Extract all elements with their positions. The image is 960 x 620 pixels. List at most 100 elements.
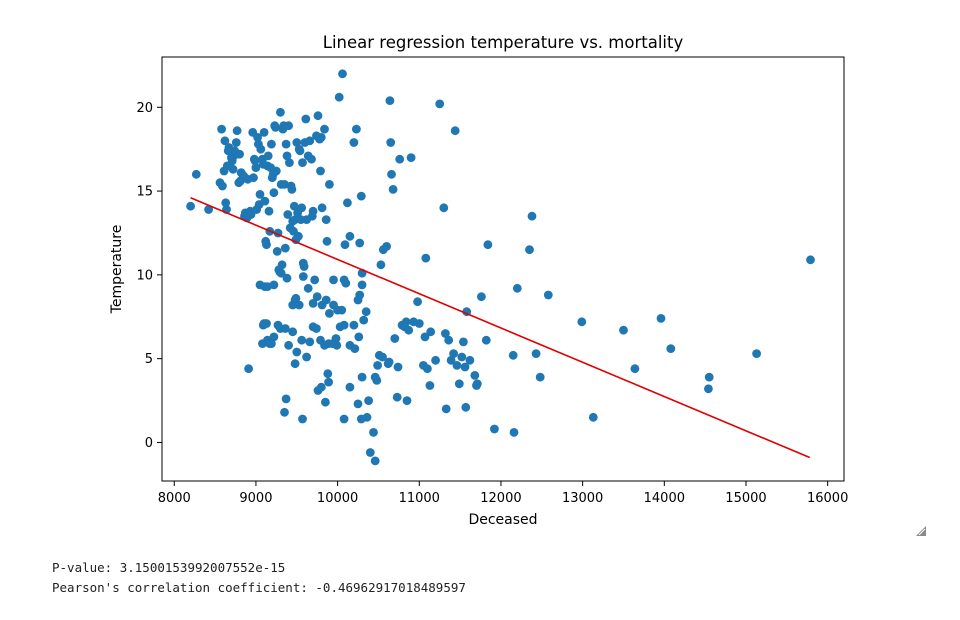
- data-point-215: [401, 317, 411, 327]
- data-point-48: [260, 196, 270, 206]
- data-point-152: [359, 315, 369, 325]
- y-tick-label: 15: [136, 185, 153, 200]
- data-point-141: [312, 292, 322, 302]
- data-point-52: [263, 151, 273, 161]
- data-point-159: [284, 340, 293, 350]
- x-tick-label: 10000: [317, 491, 358, 506]
- data-point-115: [325, 180, 334, 189]
- data-point-242: [477, 292, 486, 302]
- data-point-278: [384, 357, 394, 367]
- data-point-272: [461, 402, 471, 412]
- data-point-109: [316, 166, 325, 176]
- data-point-161: [292, 347, 302, 357]
- data-point-206: [385, 96, 395, 105]
- data-point-257: [630, 364, 640, 374]
- data-point-175: [350, 344, 360, 353]
- data-point-151: [357, 280, 367, 290]
- regression-line: [190, 197, 811, 459]
- data-point-76: [283, 210, 293, 219]
- data-point-263: [806, 255, 815, 265]
- data-point-212: [395, 154, 405, 164]
- data-point-112: [320, 124, 329, 134]
- data-point-2: [204, 205, 214, 214]
- data-point-63: [272, 247, 282, 256]
- data-point-240: [470, 371, 480, 380]
- data-point-125: [355, 238, 365, 248]
- x-tick-label: 13000: [562, 491, 603, 506]
- axes-frame: [161, 56, 845, 482]
- data-point-230: [446, 355, 456, 365]
- data-point-137: [294, 300, 304, 310]
- data-point-114: [322, 236, 332, 246]
- data-point-261: [704, 372, 714, 382]
- data-point-245: [490, 424, 499, 434]
- data-point-197: [365, 448, 375, 457]
- data-point-84: [289, 201, 299, 211]
- data-point-221: [420, 332, 430, 342]
- data-point-189: [323, 369, 333, 379]
- data-point-185: [298, 414, 307, 424]
- x-tick-label: 14000: [644, 491, 685, 506]
- data-point-203: [378, 352, 387, 362]
- regression-layer: [190, 197, 811, 459]
- data-point-187: [316, 382, 326, 392]
- resize-handle-icon[interactable]: [916, 526, 926, 536]
- data-point-160: [288, 327, 298, 337]
- data-point-77: [284, 121, 293, 131]
- data-point-69: [277, 260, 287, 270]
- data-point-62: [271, 166, 281, 176]
- scatter-plot: 8000 9000 10000 11000 12000 13000 14000 15000 16…: [109, 33, 848, 528]
- data-point-192: [345, 382, 355, 392]
- data-point-239: [465, 355, 475, 365]
- data-point-113: [321, 215, 331, 225]
- data-point-43: [255, 190, 265, 199]
- data-point-143: [321, 295, 331, 305]
- y-tick-label: 20: [136, 101, 153, 116]
- x-tick-label: 16000: [807, 491, 848, 506]
- data-point-162: [297, 335, 307, 345]
- data-point-237: [460, 362, 470, 372]
- data-point-140: [308, 299, 318, 308]
- data-point-207: [386, 138, 396, 147]
- data-point-111: [317, 203, 327, 213]
- data-point-216: [404, 325, 414, 335]
- data-point-67: [276, 107, 285, 117]
- data-point-183: [262, 319, 271, 328]
- data-point-262: [752, 349, 761, 358]
- data-point-122: [345, 231, 355, 241]
- data-point-229: [444, 335, 454, 345]
- x-tick-label: 8000: [158, 491, 191, 506]
- data-point-40: [253, 133, 262, 142]
- data-point-116: [329, 275, 338, 285]
- data-point-166: [312, 324, 321, 333]
- p-value-text: P-value: 3.1500153992007552e-15: [52, 560, 286, 575]
- y-tick-label: 5: [145, 352, 153, 367]
- chart-title: Linear regression temperature vs. mortal…: [323, 33, 684, 52]
- data-point-235: [457, 352, 467, 362]
- data-point-250: [527, 211, 537, 221]
- data-point-123: [349, 138, 359, 147]
- data-point-258: [656, 314, 666, 323]
- data-point-256: [619, 325, 628, 335]
- data-point-198: [369, 428, 378, 437]
- data-point-118: [334, 92, 344, 102]
- data-point-181: [258, 339, 267, 348]
- data-point-264: [376, 260, 386, 270]
- data-point-243: [481, 335, 491, 345]
- data-point-89: [294, 231, 303, 241]
- data-point-81: [287, 185, 297, 194]
- data-point-124: [352, 124, 361, 134]
- data-point-19: [232, 126, 242, 136]
- data-point-147: [337, 305, 347, 315]
- data-point-153: [361, 307, 371, 317]
- data-point-227: [439, 203, 449, 213]
- data-point-93: [297, 203, 307, 213]
- data-point-59: [269, 188, 279, 198]
- data-point-219: [414, 319, 424, 328]
- data-point-158: [280, 324, 290, 333]
- data-point-211: [393, 362, 403, 372]
- pearson-coefficient-text: Pearson's correlation coefficient: -0.46…: [52, 580, 466, 595]
- data-point-163: [302, 352, 311, 362]
- data-point-53: [264, 206, 274, 216]
- data-point-252: [535, 372, 545, 382]
